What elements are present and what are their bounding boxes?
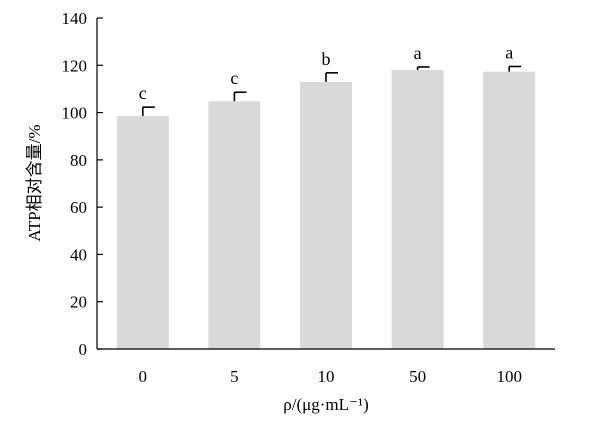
x-tick-label: 5 (230, 367, 239, 386)
y-tick-label: 80 (70, 151, 87, 170)
significance-label: c (139, 83, 147, 103)
significance-label: c (230, 68, 238, 88)
y-axis-ticks: 0 20 40 60 80 100 120 140 (62, 9, 103, 359)
bar-5 (208, 101, 261, 349)
bar-100 (483, 71, 536, 350)
x-axis-ticks: 0 5 10 50 100 (139, 367, 522, 386)
y-axis-title: ATP相对含量/% (25, 124, 44, 241)
y-tick-label: 120 (62, 56, 88, 75)
significance-label: a (505, 42, 513, 62)
x-tick-label: 10 (318, 367, 335, 386)
significance-label-group: c c b a a (139, 42, 513, 103)
bar-group (116, 70, 536, 350)
x-tick-label: 100 (496, 367, 522, 386)
y-tick-label: 100 (62, 104, 88, 123)
x-tick-label: 50 (409, 367, 426, 386)
significance-label: b (322, 49, 331, 69)
x-tick-label: 0 (139, 367, 148, 386)
bar-10 (300, 81, 352, 349)
bar-50 (391, 70, 444, 349)
y-tick-label: 140 (62, 9, 88, 28)
error-bar-group (142, 65, 522, 117)
y-tick-label: 0 (79, 340, 88, 359)
y-tick-label: 20 (70, 293, 87, 312)
y-tick-label: 60 (70, 198, 87, 217)
x-axis-title: ρ/(μg·mL⁻¹) (283, 395, 368, 414)
y-tick-label: 40 (70, 245, 87, 264)
significance-label: a (414, 43, 422, 63)
bar-0 (116, 116, 169, 349)
